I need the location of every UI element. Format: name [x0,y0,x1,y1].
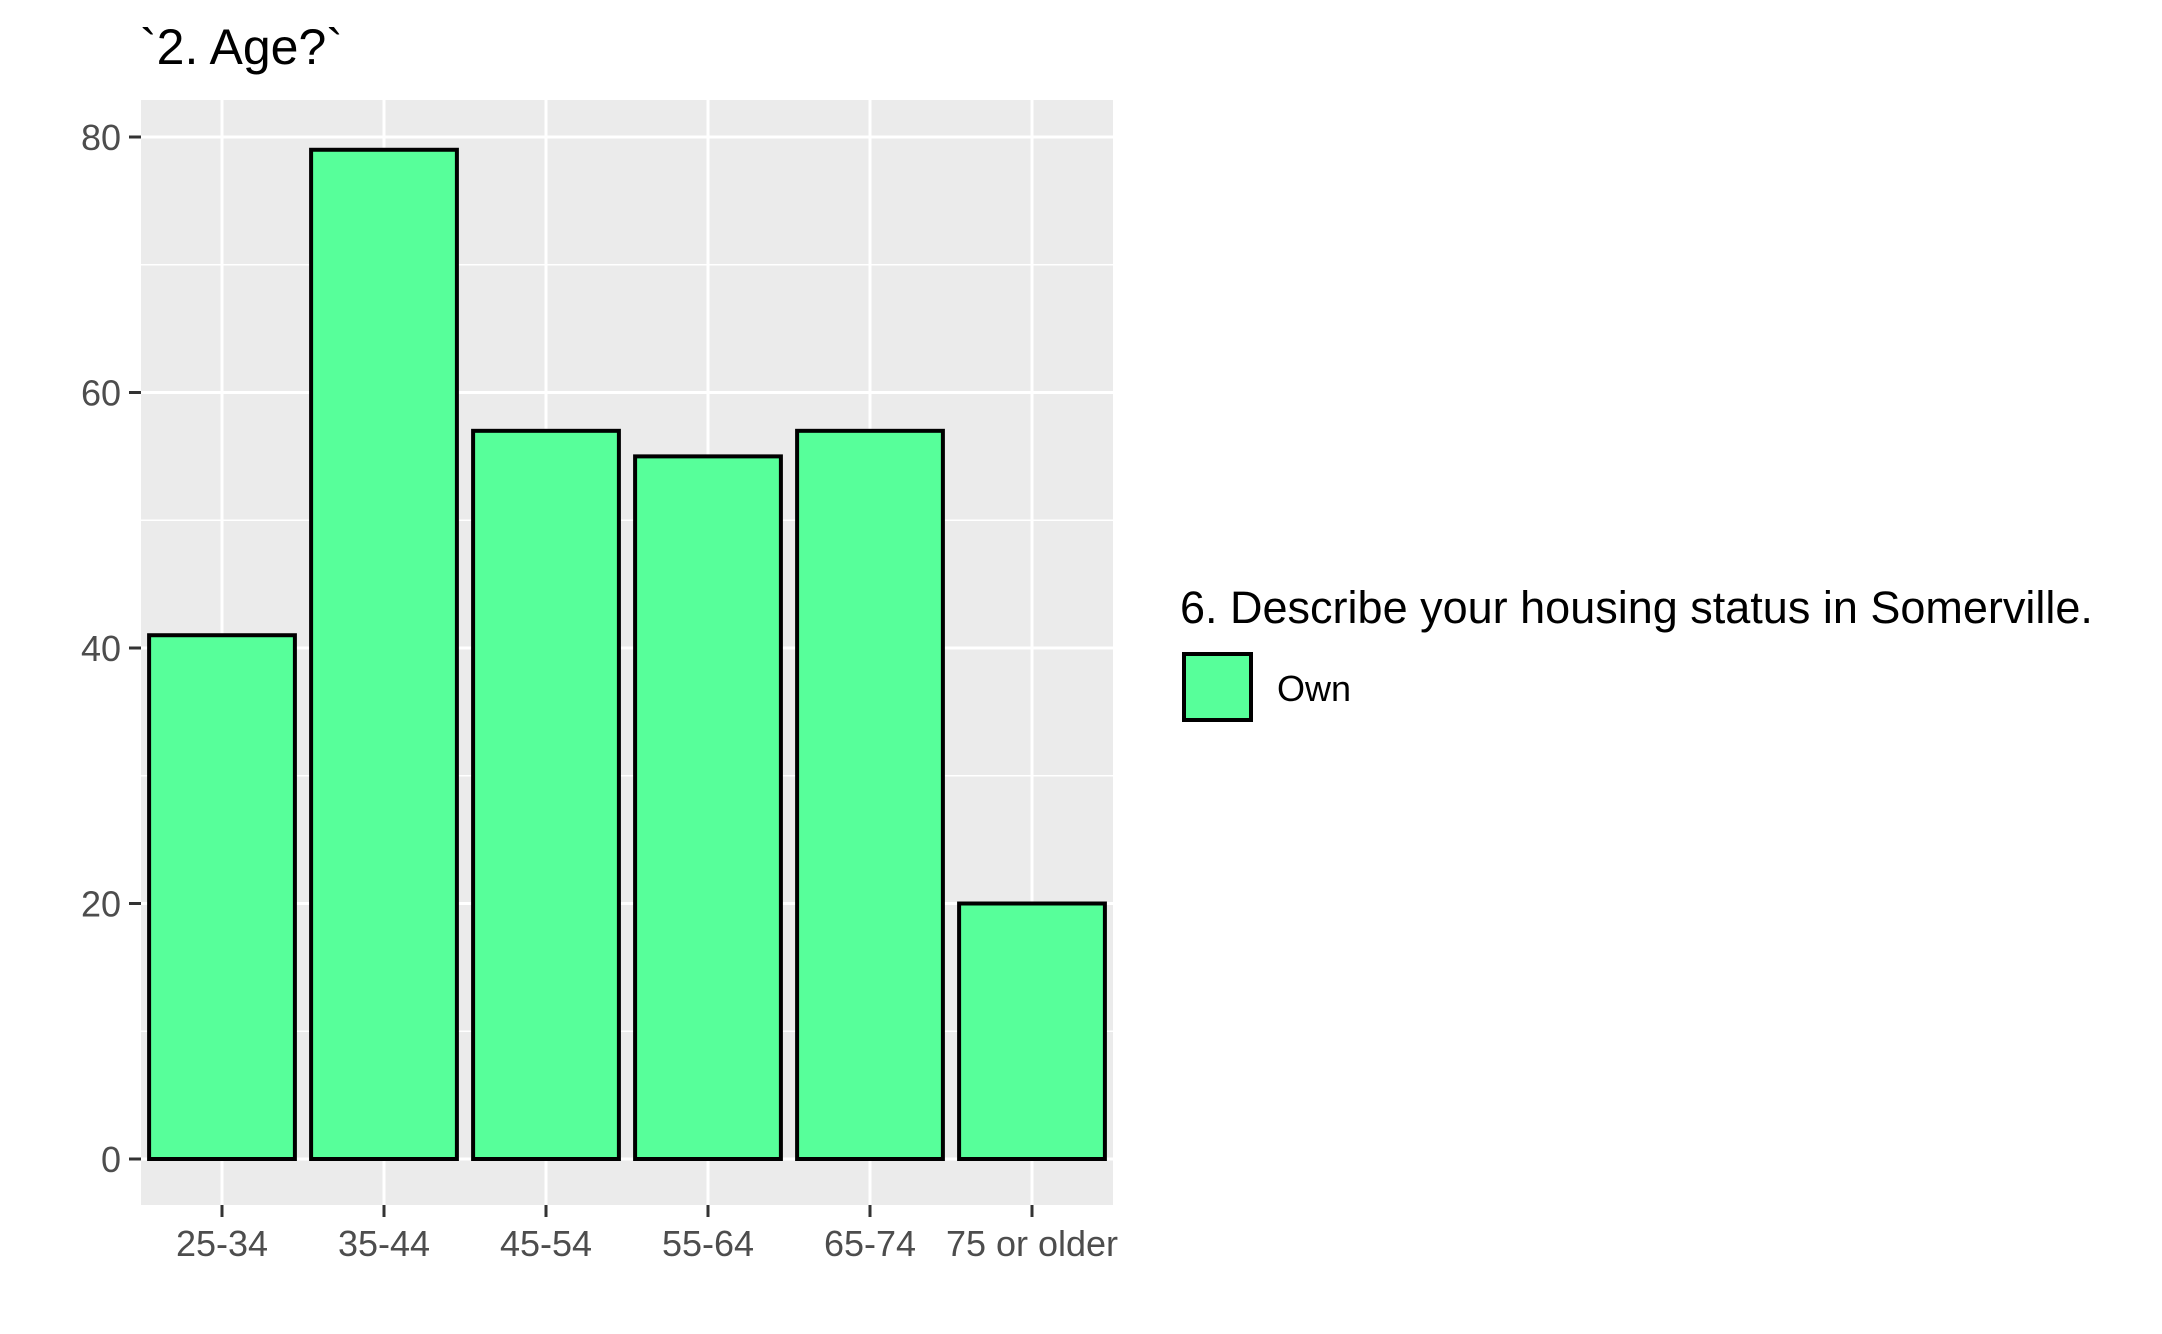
y-tick-label: 20 [81,884,121,925]
x-tick-label: 75 or older [946,1223,1118,1264]
x-tick-label: 65-74 [824,1223,916,1264]
legend: 6. Describe your housing status in Somer… [1180,582,2093,722]
x-tick-label: 55-64 [662,1223,754,1264]
bars [147,147,1107,1161]
y-tick-label: 0 [101,1139,121,1180]
x-axis: 25-34 35-44 45-54 55-64 65-74 75 or older [176,1205,1118,1264]
legend-key-own [1182,652,1253,722]
plot-panel [141,100,1113,1205]
legend-title: 6. Describe your housing status in Somer… [1180,582,2093,633]
bar-25-34 [147,633,297,1161]
x-tick-label: 45-54 [500,1223,592,1264]
bar-55-64 [633,454,783,1161]
bar-75-or-older [957,901,1107,1161]
y-tick-label: 80 [81,117,121,158]
legend-label-own: Own [1277,668,1351,709]
y-tick-label: 60 [81,373,121,414]
chart-title: `2. Age?` [140,19,343,75]
x-tick-label: 25-34 [176,1223,268,1264]
bar-45-54 [471,428,621,1161]
x-tick-label: 35-44 [338,1223,430,1264]
bar-65-74 [795,428,945,1161]
bar-35-44 [309,147,459,1161]
y-tick-label: 40 [81,628,121,669]
y-axis: 0 20 40 60 80 [81,117,141,1180]
grid-minor-lines [141,264,1113,1032]
